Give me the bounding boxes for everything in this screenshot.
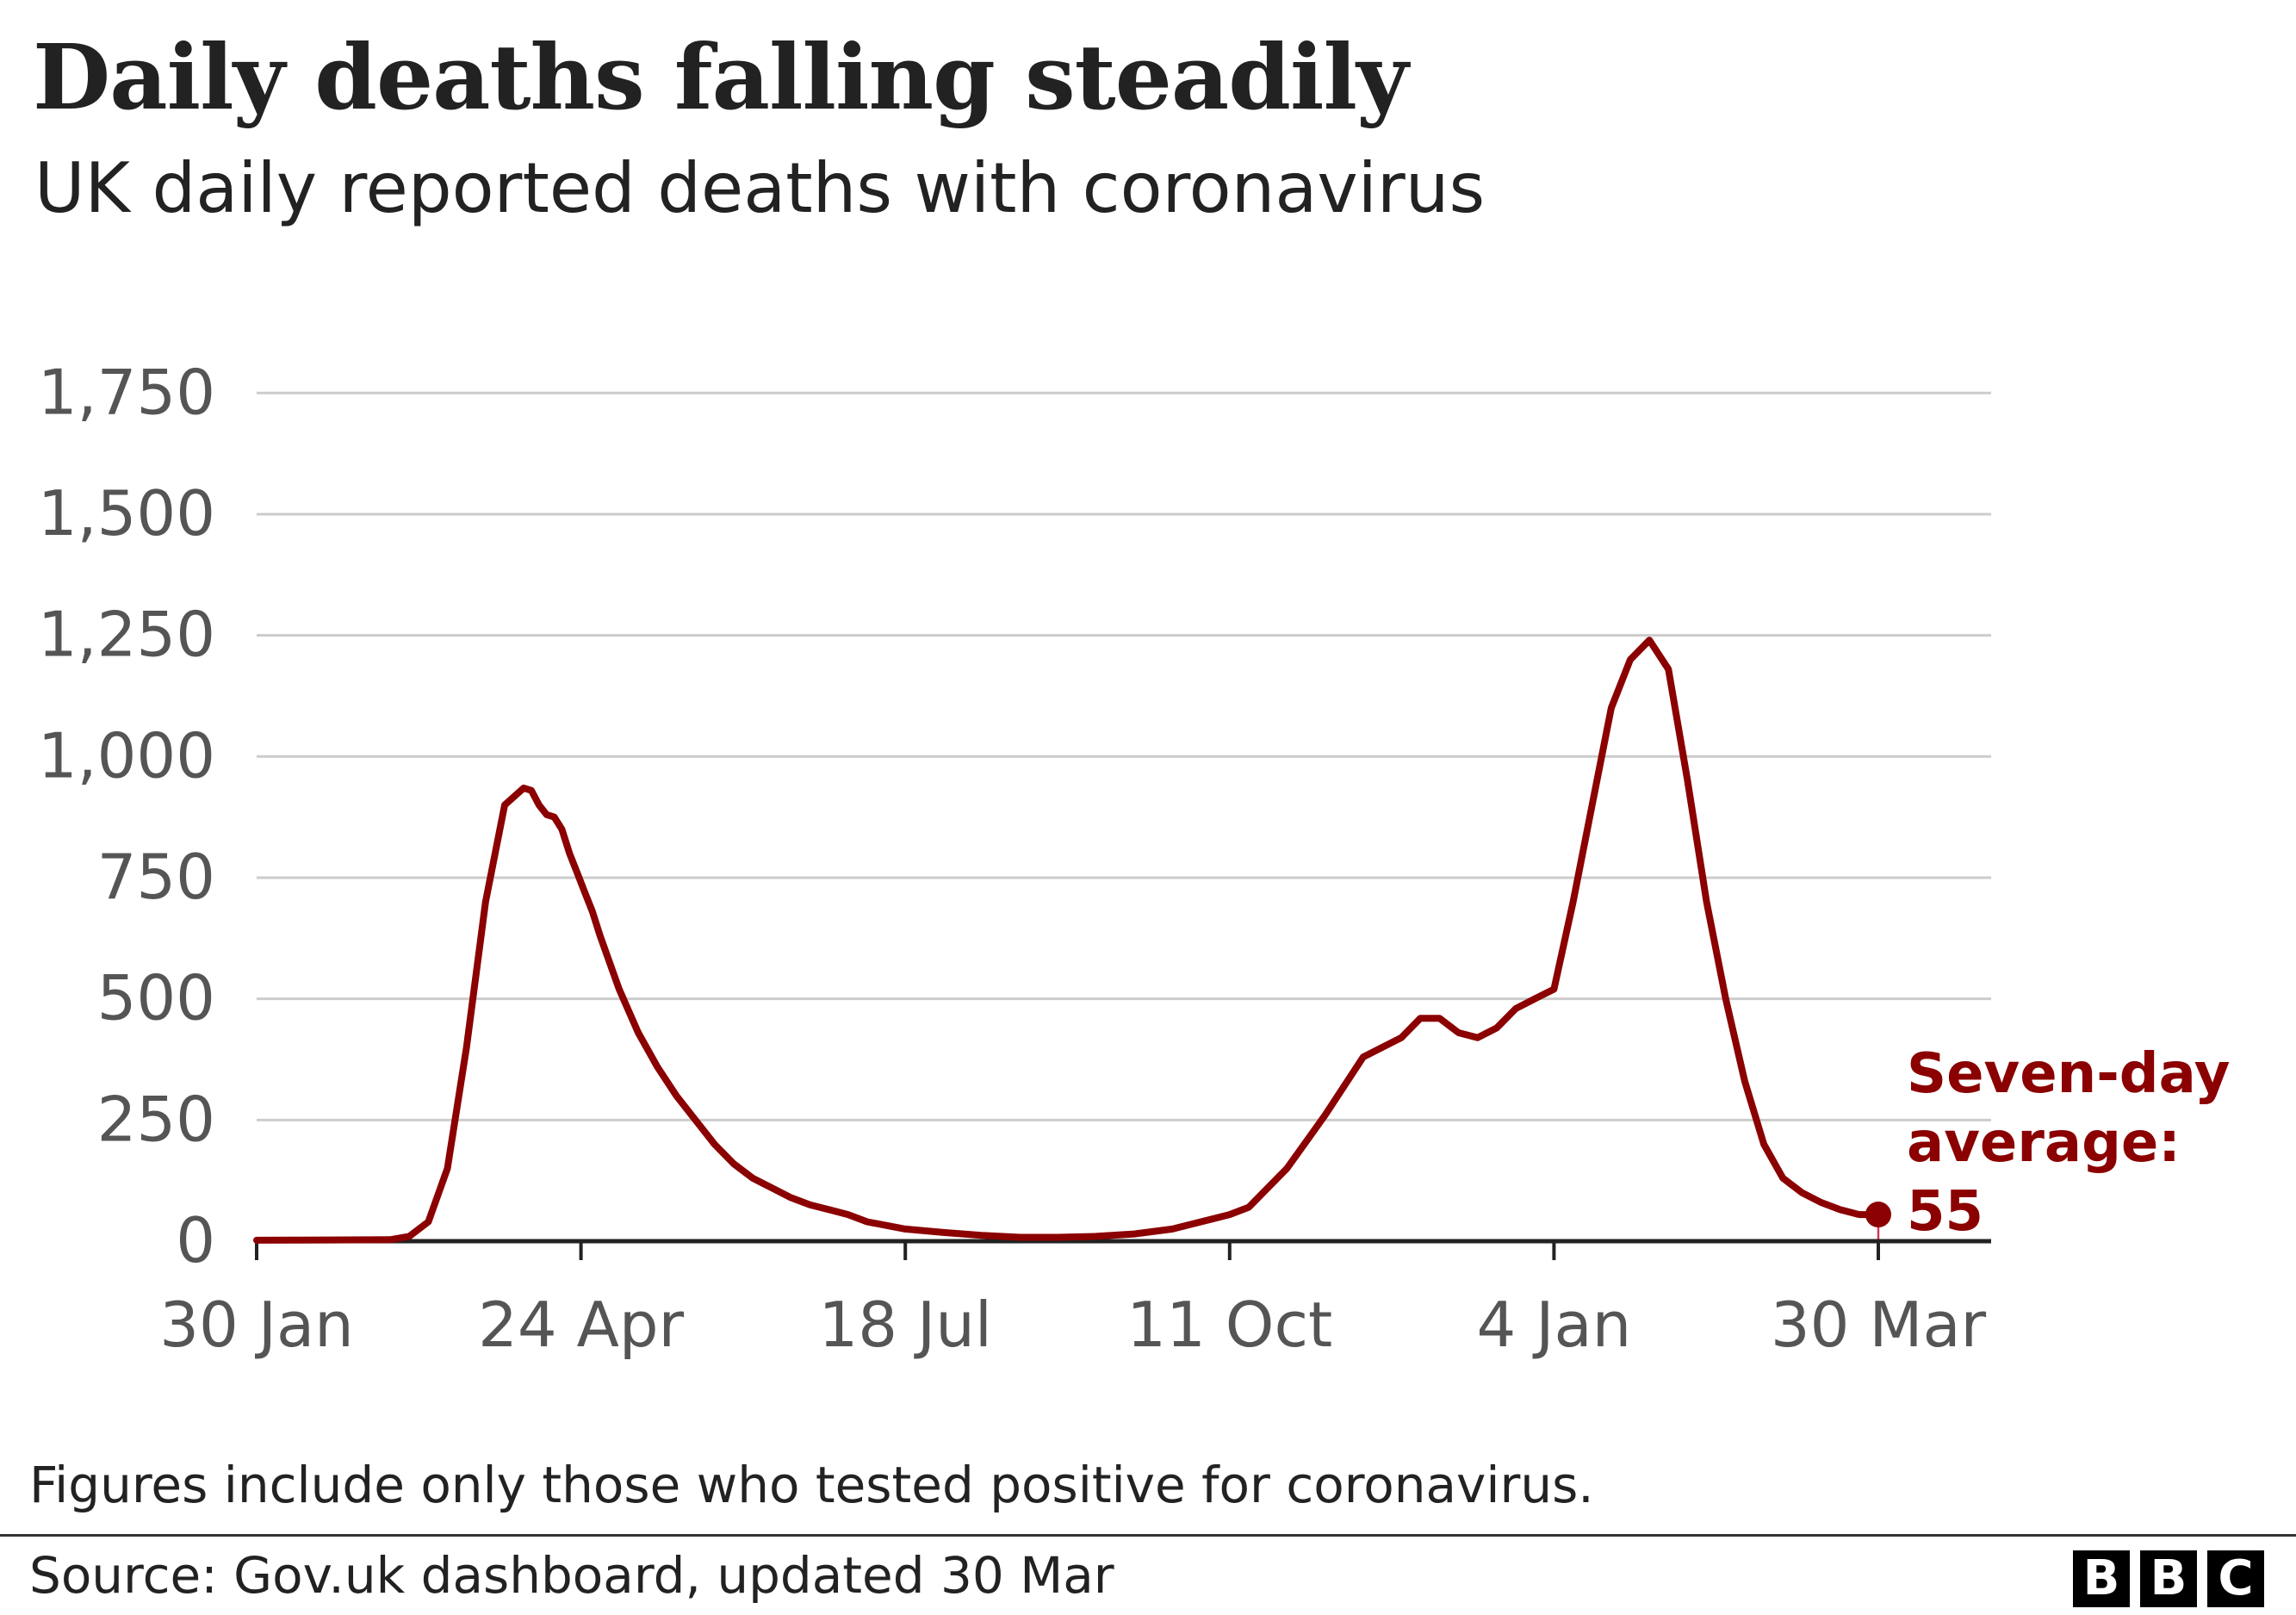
bbc-logo-letter: B <box>2140 1550 2197 1607</box>
daily-bar <box>1877 1215 1880 1241</box>
chart-area: 0 250 500 750 1,000 1,250 1,500 1,750 30 Jan 24 A… <box>38 356 2231 1361</box>
bbc-logo-letter: C <box>2207 1550 2264 1607</box>
annotation-label: Seven-day <box>1907 1042 2231 1106</box>
seven-day-average-line <box>253 637 1882 1244</box>
x-tick-label: 30 Mar <box>1771 1289 1987 1361</box>
chart-subtitle: UK daily reported deaths with coronaviru… <box>34 148 1486 228</box>
chart-title: Daily deaths falling steadily <box>33 24 1408 130</box>
footnote: Figures include only those who tested po… <box>29 1456 1594 1514</box>
y-tick-label: 1,250 <box>38 599 215 671</box>
y-tick-label: 1,750 <box>38 356 215 428</box>
source-text: Source: Gov.uk dashboard, updated 30 Mar <box>29 1546 1114 1605</box>
x-tick-label: 11 Oct <box>1126 1289 1332 1361</box>
latest-value-marker <box>1865 1202 1891 1228</box>
y-tick-label: 0 <box>176 1204 215 1276</box>
y-tick-label: 1,500 <box>38 477 215 550</box>
x-tick-label: 30 Jan <box>159 1289 354 1361</box>
y-tick-label: 500 <box>97 962 215 1034</box>
y-tick-label: 250 <box>97 1083 215 1155</box>
x-tick-label: 4 Jan <box>1477 1289 1632 1361</box>
x-tick-label: 24 Apr <box>478 1289 684 1361</box>
y-tick-label: 750 <box>97 841 215 913</box>
footer-divider <box>0 1534 2296 1537</box>
bbc-logo: B B C <box>2073 1550 2264 1607</box>
y-tick-label: 1,000 <box>38 719 215 792</box>
annotation-label: 55 <box>1907 1180 1983 1244</box>
x-tick-label: 18 Jul <box>819 1289 992 1361</box>
bbc-logo-letter: B <box>2073 1550 2130 1607</box>
annotation-label: average: <box>1907 1111 2181 1175</box>
